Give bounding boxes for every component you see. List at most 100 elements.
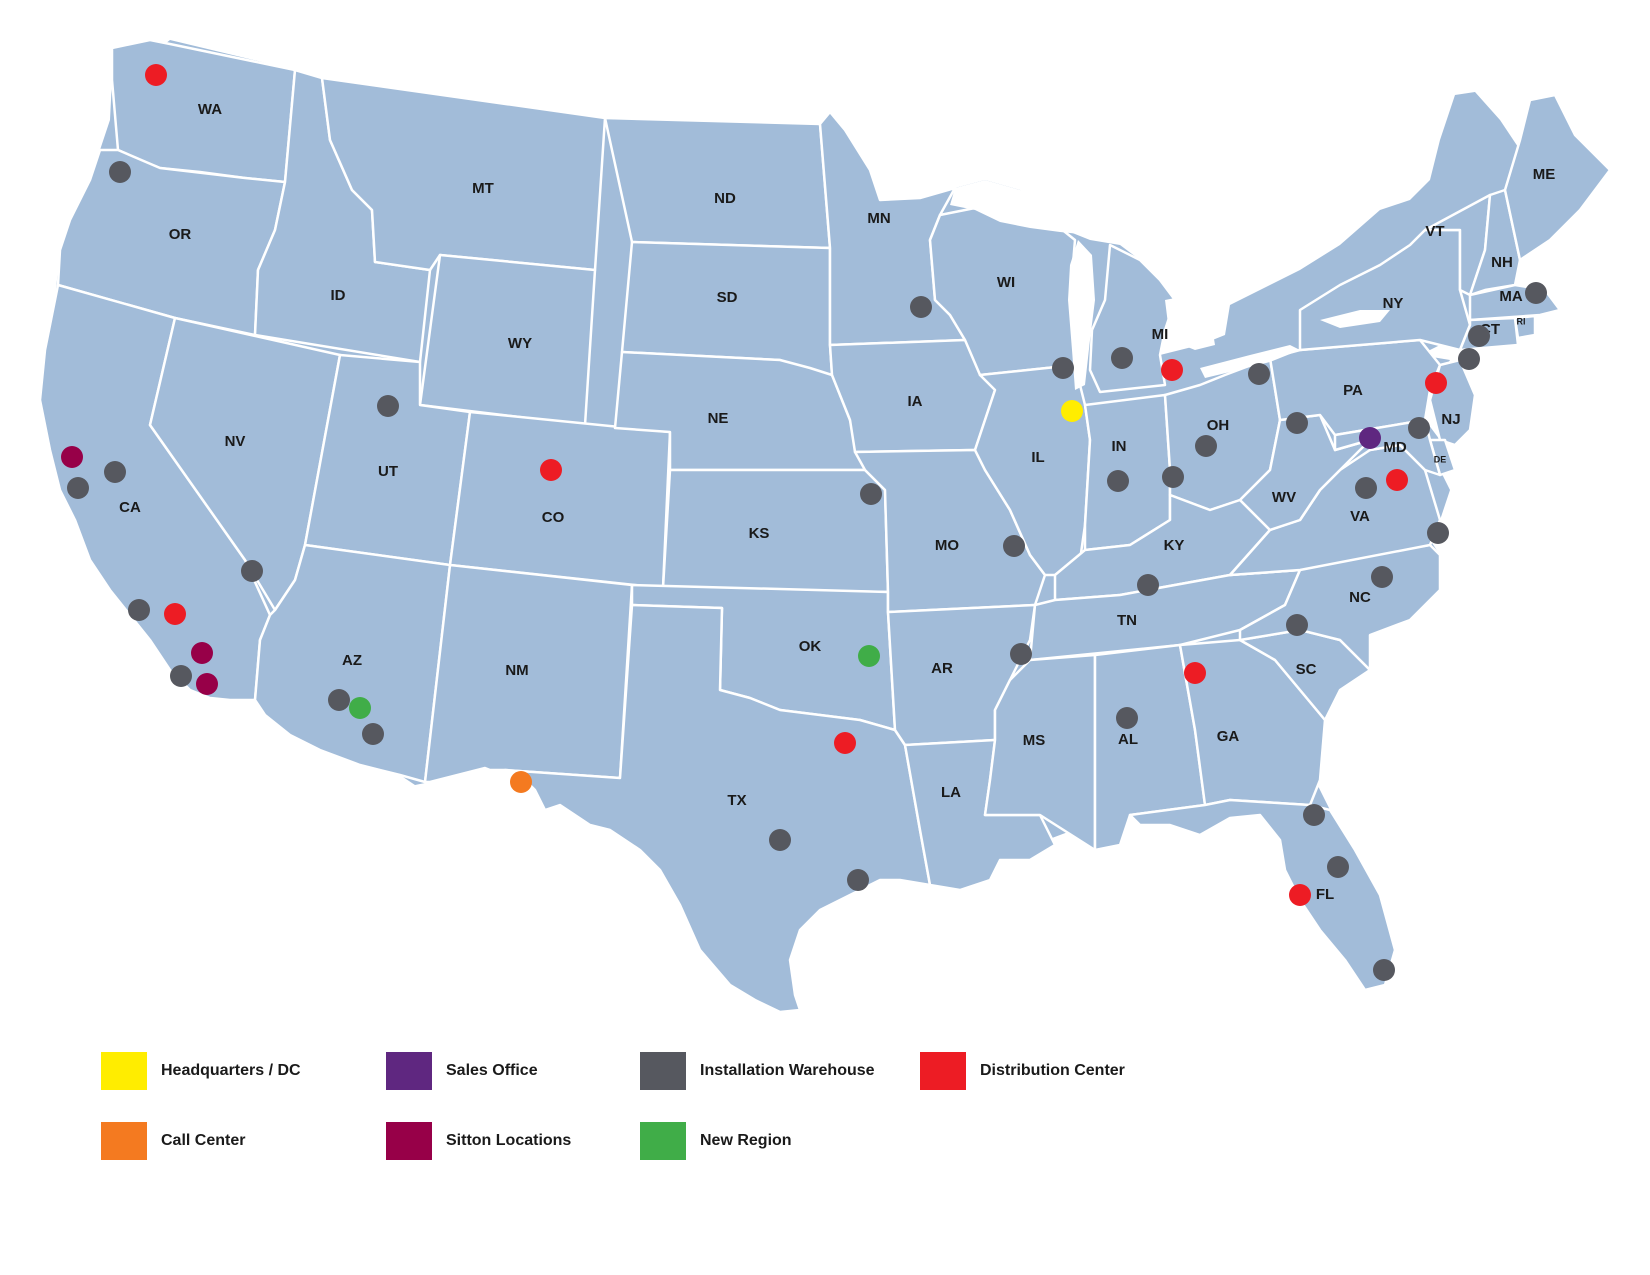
state-labels: WA OR CA ID NV MT WY UT AZ CO NM ND SD N…: [119, 101, 1555, 903]
installation-warehouse-marker: [847, 869, 869, 891]
state-label-sd: SD: [717, 289, 738, 306]
distribution-center-marker: [145, 64, 167, 86]
new-region-marker: [349, 697, 371, 719]
installation-warehouse-marker: [328, 689, 350, 711]
installation-warehouse-marker: [1286, 412, 1308, 434]
state-label-ky: KY: [1164, 537, 1185, 554]
state-label-ok: OK: [799, 638, 822, 655]
state-label-co: CO: [542, 509, 565, 526]
state-shape-co: [448, 410, 672, 590]
installation-warehouse-marker: [1162, 466, 1184, 488]
state-label-mn: MN: [867, 210, 890, 227]
state-shape-ks: [661, 468, 890, 594]
installation-warehouse-marker: [1195, 435, 1217, 457]
state-label-nc: NC: [1349, 589, 1371, 606]
state-label-va: VA: [1350, 508, 1370, 525]
state-label-de: DE: [1434, 454, 1447, 464]
installation-warehouse-marker: [1116, 707, 1138, 729]
great-lakes: [950, 180, 1390, 390]
state-label-id: ID: [331, 287, 346, 304]
state-label-ny: NY: [1383, 295, 1404, 312]
installation-warehouse-marker: [1286, 614, 1308, 636]
state-label-ne: NE: [708, 410, 729, 427]
installation-warehouse-marker: [1525, 282, 1547, 304]
installation-warehouse-marker: [1052, 357, 1074, 379]
state-label-mt: MT: [472, 180, 494, 197]
state-label-ut: UT: [378, 463, 398, 480]
sales-office-marker: [1359, 427, 1381, 449]
distribution-center-marker: [1425, 372, 1447, 394]
state-label-az: AZ: [342, 652, 362, 669]
installation-warehouse-marker: [104, 461, 126, 483]
installation-warehouse-marker: [1427, 522, 1449, 544]
state-label-ia: IA: [908, 393, 923, 410]
state-shape-wv: [1238, 413, 1372, 532]
sitton-marker: [61, 446, 83, 468]
state-label-sc: SC: [1296, 661, 1317, 678]
state-shape-ri: [1513, 314, 1537, 340]
state-label-wy: WY: [508, 335, 532, 352]
state-label-wi: WI: [997, 274, 1015, 291]
installation-warehouse-marker: [1408, 417, 1430, 439]
state-label-ks: KS: [749, 525, 770, 542]
state-shape-ca: [38, 283, 272, 702]
headquarters-marker: [1061, 400, 1083, 422]
sitton-marker: [196, 673, 218, 695]
installation-warehouse-marker: [769, 829, 791, 851]
state-label-nv: NV: [225, 433, 246, 450]
installation-warehouse-marker: [1468, 325, 1490, 347]
state-label-pa: PA: [1343, 382, 1363, 399]
state-shape-fl: [1128, 798, 1397, 992]
state-label-oh: OH: [1207, 417, 1230, 434]
state-shape-az: [253, 543, 452, 784]
state-label-nm: NM: [505, 662, 528, 679]
call-center-marker: [510, 771, 532, 793]
state-label-nd: ND: [714, 190, 736, 207]
state-label-ri: RI: [1517, 316, 1526, 326]
state-label-ma: MA: [1499, 288, 1522, 305]
state-label-ga: GA: [1217, 728, 1240, 745]
state-label-tx: TX: [727, 792, 746, 809]
distribution-center-marker: [1184, 662, 1206, 684]
state-label-md: MD: [1383, 439, 1406, 456]
state-label-nh: NH: [1491, 254, 1513, 271]
state-label-tn: TN: [1117, 612, 1137, 629]
state-label-il: IL: [1031, 449, 1044, 466]
state-label-nj: NJ: [1441, 411, 1460, 428]
state-label-mo: MO: [935, 537, 959, 554]
installation-warehouse-marker: [1373, 959, 1395, 981]
installation-warehouse-marker: [1010, 643, 1032, 665]
distribution-center-marker: [164, 603, 186, 625]
state-label-fl: FL: [1316, 886, 1334, 903]
installation-warehouse-marker: [170, 665, 192, 687]
state-label-mi: MI: [1152, 326, 1169, 343]
state-label-la: LA: [941, 784, 961, 801]
location-markers: [61, 64, 1547, 981]
installation-warehouse-marker: [1003, 535, 1025, 557]
installation-warehouse-marker: [128, 599, 150, 621]
state-label-ar: AR: [931, 660, 953, 677]
distribution-center-marker: [834, 732, 856, 754]
installation-warehouse-marker: [109, 161, 131, 183]
state-label-me: ME: [1533, 166, 1556, 183]
state-shape-me: [1503, 93, 1612, 262]
installation-warehouse-marker: [1371, 566, 1393, 588]
state-label-ms: MS: [1023, 732, 1046, 749]
installation-warehouse-marker: [67, 477, 89, 499]
installation-warehouse-marker: [362, 723, 384, 745]
installation-warehouse-marker: [1327, 856, 1349, 878]
sitton-marker: [191, 642, 213, 664]
state-label-ca: CA: [119, 499, 141, 516]
state-shape-mt: [320, 76, 607, 272]
installation-warehouse-marker: [1111, 347, 1133, 369]
distribution-center-marker: [1161, 359, 1183, 381]
state-label-al: AL: [1118, 731, 1138, 748]
installation-warehouse-marker: [860, 483, 882, 505]
state-label-wv: WV: [1272, 489, 1296, 506]
distribution-center-marker: [1289, 884, 1311, 906]
state-shape-nd: [603, 116, 832, 250]
installation-warehouse-marker: [241, 560, 263, 582]
installation-warehouse-marker: [1303, 804, 1325, 826]
state-label-or: OR: [169, 226, 192, 243]
